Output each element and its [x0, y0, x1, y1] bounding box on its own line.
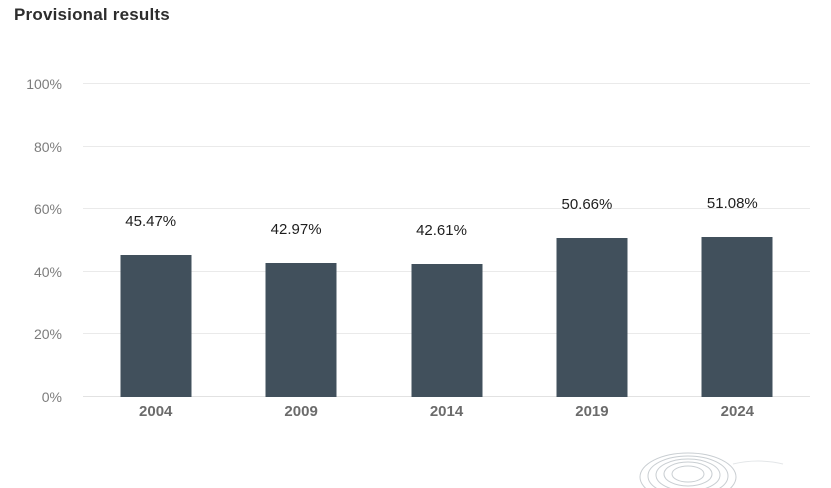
y-axis-tick-label: 80% [33, 138, 62, 155]
x-axis-year-label: 2019 [575, 403, 609, 420]
turnout-bar-2024[interactable] [701, 237, 773, 397]
gridline-80% [83, 145, 810, 147]
turnout-bar-2014[interactable] [411, 263, 483, 397]
x-axis-year-label: 2004 [139, 403, 173, 420]
bar-column-2024: 51.08% 2024 [665, 84, 810, 420]
bar-column-2009: 42.97% 2009 [228, 84, 373, 420]
gridline-100% [83, 83, 810, 84]
turnout-bar-2009[interactable] [265, 262, 337, 397]
european-parliament-logo-icon [639, 452, 784, 488]
y-axis-tick-label: 20% [33, 326, 62, 343]
bar-value-label: 42.61% [416, 221, 467, 239]
y-axis-tick-label: 60% [33, 201, 62, 218]
x-axis-year-label: 2014 [429, 403, 464, 420]
bar-column-2014: 42.61% 2014 [374, 84, 519, 420]
bar-value-label: 50.66% [561, 196, 613, 214]
plot-area: 0% 20% 40% 60% 80% 100% 45.47% 2004 42.97% 2009 4… [26, 77, 810, 420]
bar-column-2004: 45.47% 2004 [83, 84, 228, 420]
provisional-results-page: { "title": "Provisional results", "color… [14, 5, 810, 488]
bar-columns: 45.47% 2004 42.97% 2009 42.61% 2014 50.66% 2019… [83, 84, 810, 420]
turnout-bar-2004[interactable] [120, 254, 192, 397]
bar-column-2019: 50.66% 2019 [519, 84, 664, 420]
y-axis-tick-label: 40% [33, 263, 62, 280]
turnout-bar-2019[interactable] [556, 238, 628, 397]
chart-title: Provisional results [14, 5, 170, 24]
bar-value-label: 51.08% [706, 195, 758, 213]
bar-value-label: 42.97% [270, 220, 322, 238]
gridline-60% [83, 208, 810, 210]
y-axis-tick-label: 0% [41, 389, 62, 405]
x-axis-year-label: 2024 [720, 403, 755, 420]
x-axis-year-label: 2009 [284, 403, 318, 420]
bar-value-label: 45.47% [125, 212, 177, 230]
y-axis-tick-label: 100% [26, 76, 62, 92]
